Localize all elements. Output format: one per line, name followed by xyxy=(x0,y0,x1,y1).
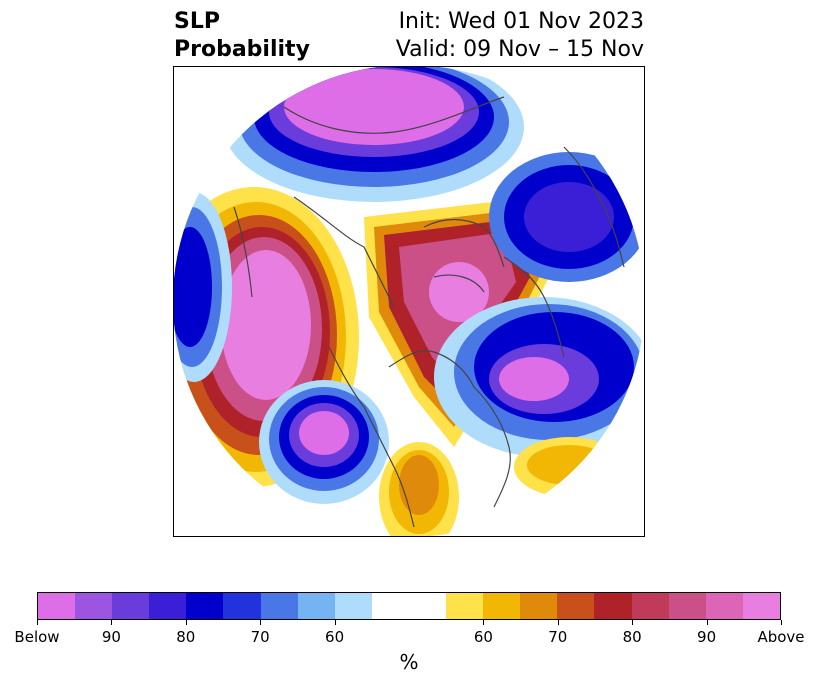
colorbar-swatch xyxy=(75,593,113,619)
colorbar-tick-mark xyxy=(781,620,782,625)
valid-range: Valid: 09 Nov – 15 Nov xyxy=(395,37,644,62)
colorbar-swatch xyxy=(112,593,150,619)
colorbar-swatch xyxy=(371,593,409,619)
colorbar-swatch xyxy=(446,593,484,619)
colorbar-swatch xyxy=(408,593,447,619)
colorbar-tick-mark xyxy=(185,620,187,625)
colorbar-swatch xyxy=(668,593,706,619)
colorbar-tick-label: Above xyxy=(757,628,805,646)
colorbar-swatch xyxy=(186,593,224,619)
above-region-mid-atlantic xyxy=(514,437,624,497)
colorbar-tick-mark xyxy=(706,620,708,625)
colorbar-tick-mark xyxy=(483,620,485,625)
colorbar-tick-label: 80 xyxy=(622,628,642,646)
chart-title-right: Init: Wed 01 Nov 2023 Valid: 09 Nov – 15… xyxy=(396,8,644,64)
colorbar-unit-label: % xyxy=(399,650,419,674)
colorbar-tick-mark xyxy=(632,620,634,625)
colorbar xyxy=(37,592,781,620)
colorbar-swatch xyxy=(334,593,372,619)
below-region-north-america xyxy=(259,380,389,504)
probability-map xyxy=(173,66,645,537)
above-region-arctic xyxy=(364,197,554,447)
colorbar-tick-label: Below xyxy=(14,628,60,646)
colorbar-tick-label: 70 xyxy=(548,628,568,646)
title-variable: SLP xyxy=(174,9,220,34)
below-region-atlantic xyxy=(434,297,644,457)
coastlines xyxy=(233,96,625,528)
colorbar-tick-label: 80 xyxy=(176,628,196,646)
colorbar-swatch xyxy=(223,593,261,619)
colorbar-tick-mark xyxy=(557,620,559,625)
colorbar-swatch xyxy=(705,593,743,619)
colorbar-tick-mark xyxy=(111,620,113,625)
colorbar-swatch xyxy=(297,593,335,619)
colorbar-swatch xyxy=(483,593,521,619)
colorbar-swatch xyxy=(594,593,632,619)
colorbar-tick-label: 60 xyxy=(473,628,493,646)
colorbar-tick-label: 90 xyxy=(697,628,717,646)
colorbar-tick-mark xyxy=(37,620,38,625)
colorbar-swatch xyxy=(631,593,669,619)
colorbar-swatch xyxy=(742,593,780,619)
colorbar-swatch xyxy=(520,593,558,619)
chart-title-left: SLP Probability xyxy=(174,8,310,64)
probability-field xyxy=(174,67,644,536)
colorbar-swatch xyxy=(557,593,595,619)
above-region-continental xyxy=(379,442,459,536)
below-region-europe xyxy=(489,152,644,282)
colorbar-swatch xyxy=(260,593,298,619)
init-date: Init: Wed 01 Nov 2023 xyxy=(398,9,644,34)
colorbar-tick-label: 70 xyxy=(250,628,270,646)
colorbar-tick-label: 90 xyxy=(101,628,121,646)
colorbar-tick-mark xyxy=(334,620,336,625)
colorbar-tick-mark xyxy=(260,620,262,625)
colorbar-swatch xyxy=(149,593,187,619)
polar-map-svg xyxy=(174,67,644,536)
colorbar-tick-label: 60 xyxy=(325,628,345,646)
title-product: Probability xyxy=(174,37,310,62)
colorbar-swatch xyxy=(38,593,76,619)
